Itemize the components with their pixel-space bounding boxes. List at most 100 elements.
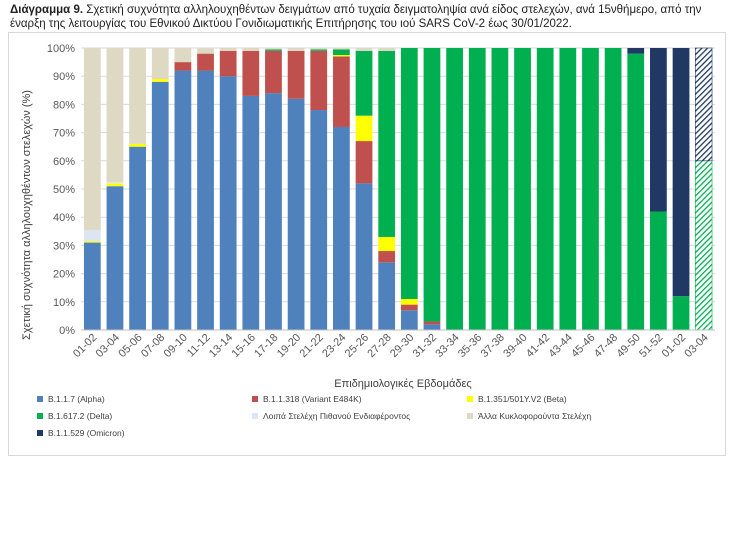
bar-segment (174, 70, 192, 330)
x-tick-label: 29-30 (388, 332, 416, 360)
y-tick-label: 80% (53, 99, 75, 111)
x-tick-label: 33-34 (433, 332, 461, 360)
bar-segment (310, 50, 328, 111)
bar-segment (355, 115, 373, 142)
bar-segment (287, 98, 305, 330)
x-tick-label: 31-32 (411, 332, 439, 360)
bar-segment (355, 50, 373, 116)
bar-segment (242, 48, 260, 51)
bar-segment (265, 93, 282, 330)
x-tick-label: 07-08 (139, 332, 167, 360)
bar-segment (333, 48, 350, 50)
bar-segment (219, 50, 237, 77)
bar-segment (400, 310, 418, 330)
legend-label: B.1.1.529 (Omicron) (48, 428, 125, 438)
y-tick-label: 90% (53, 71, 75, 83)
y-tick-label: 60% (53, 156, 75, 168)
x-tick-label: 23-24 (320, 332, 348, 360)
bar-segment (310, 110, 328, 330)
bar-segment (423, 321, 441, 325)
bar-segment (491, 48, 509, 330)
x-tick-label: 13-14 (207, 332, 235, 360)
legend-label: Άλλα Κυκλοφορούντα Στελέχη (478, 411, 591, 421)
bar-segment (287, 50, 305, 99)
x-tick-label: 45-46 (569, 332, 597, 360)
bars (81, 47, 715, 331)
chart-frame: 0% 10% 20% 30% 40% 50% 60% 70% 80% 90% 100% 01-02 0… (8, 32, 726, 456)
x-tick-label: 11-12 (185, 332, 213, 360)
x-tick-label: 49-50 (614, 332, 642, 360)
x-tick-label: 39-40 (501, 332, 529, 360)
y-tick-label: 70% (53, 128, 75, 140)
legend-label: B.1.1.318 (Variant E484K) (263, 394, 362, 404)
bar-segment (151, 48, 169, 80)
bar-segment (355, 48, 373, 51)
x-tick-label: 47-48 (592, 332, 620, 360)
bar-segment (333, 56, 350, 127)
y-tick-label: 20% (53, 269, 75, 281)
y-tick-label: 0% (59, 325, 75, 337)
bar-segment (83, 229, 101, 242)
y-axis-ticks: 0% 10% 20% 30% 40% 50% 60% 70% 80% 90% 100% (47, 43, 75, 337)
bar-segment (423, 48, 441, 322)
bar-segment (400, 298, 418, 305)
stacked-bar-chart: 0%10%20%30%40%50%60%70%80%90%100% 01-020… (21, 43, 715, 438)
bar-segment (650, 211, 667, 330)
x-tick-label: 01-02 (71, 332, 99, 360)
legend-swatch (37, 396, 43, 402)
legend-swatch (252, 396, 258, 402)
x-tick-label: 03-04 (94, 332, 122, 360)
bar-segment (355, 183, 373, 330)
x-tick-label: 19-20 (275, 332, 303, 360)
y-tick-label: 10% (53, 297, 75, 309)
bar-segment (265, 48, 282, 50)
legend-label: B.1.351/501Y.V2 (Beta) (478, 394, 567, 404)
bar-segment (197, 70, 214, 330)
x-tick-label: 17-18 (252, 332, 280, 360)
bar-segment (468, 48, 486, 330)
bar-segment (151, 81, 169, 330)
legend-swatch (467, 413, 473, 419)
bar-segment (604, 48, 622, 330)
bar-segment (174, 48, 192, 63)
legend-label: B.1.617.2 (Delta) (48, 411, 112, 421)
bar-segment (129, 48, 146, 144)
y-tick-label: 100% (47, 43, 75, 55)
chart-title: Διάγραμμα 9. Σχετική συχνότητα αλληλουχη… (10, 3, 725, 31)
bar-segment (310, 49, 328, 51)
y-tick-label: 50% (53, 184, 75, 196)
bar-segment (197, 48, 214, 54)
y-tick-label: 40% (53, 212, 75, 224)
bar-segment (83, 242, 101, 330)
x-tick-label: 35-36 (456, 332, 484, 360)
bar-segment (672, 296, 690, 330)
bar-segment (310, 48, 328, 50)
legend-label: Λοιπά Στελέχη Πιθανού Ενδιαφέροντος (263, 411, 410, 421)
bar-segment (672, 48, 690, 297)
x-tick-label: 09-10 (162, 332, 190, 360)
x-tick-label: 37-38 (479, 332, 507, 360)
bar-segment (174, 62, 192, 71)
bar-segment (627, 53, 645, 330)
bar-segment (378, 236, 396, 252)
bar-segment (378, 262, 396, 330)
y-axis-label: Σχετική συχνότητα αλληλουχηθέντων στελεχ… (21, 90, 33, 340)
x-tick-label: 03-04 (682, 332, 710, 360)
bar-segment (129, 146, 146, 330)
bar-segment (446, 48, 463, 330)
bar-segment (106, 183, 124, 187)
bar-segment (242, 50, 260, 96)
bar-segment (242, 95, 260, 330)
bar-segment (582, 48, 599, 330)
bar-segment (514, 48, 531, 330)
bar-segment (106, 48, 124, 182)
bar-segment (333, 49, 350, 56)
bar-segment (129, 143, 146, 147)
chart-title-text: Σχετική συχνότητα αλληλουχηθέντων δειγμά… (10, 4, 702, 30)
x-tick-label: 51-52 (637, 332, 665, 360)
x-tick-label: 41-42 (524, 332, 552, 360)
chart-title-prefix: Διάγραμμα 9. (10, 4, 84, 16)
bar-segment (650, 48, 667, 212)
y-tick-label: 30% (53, 240, 75, 252)
bar-segment (378, 251, 396, 263)
